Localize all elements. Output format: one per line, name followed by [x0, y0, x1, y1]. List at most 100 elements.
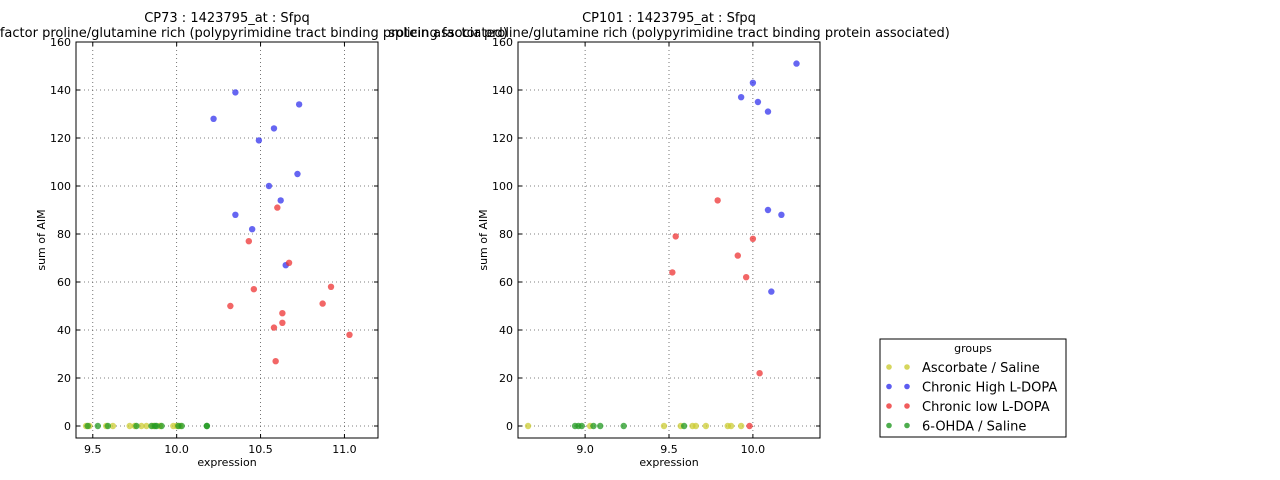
data-point	[620, 422, 627, 430]
y-tick-label: 0	[64, 420, 71, 433]
y-tick-label: 160	[50, 36, 71, 49]
legend-marker	[904, 403, 910, 409]
data-point	[680, 422, 688, 430]
chart-subtitle: splicing factor proline/glutamine rich (…	[0, 26, 508, 41]
data-point	[158, 422, 165, 430]
data-point	[126, 422, 133, 430]
data-point	[248, 226, 256, 233]
data-point	[138, 422, 145, 430]
data-point	[778, 211, 785, 218]
data-point	[210, 115, 217, 123]
y-tick-label: 80	[57, 228, 71, 241]
chart-title: CP73 : 1423795_at : Sfpq	[144, 11, 310, 26]
data-points	[524, 60, 800, 430]
data-point	[742, 274, 750, 281]
data-point	[227, 302, 234, 310]
data-point	[232, 89, 239, 96]
chart-title: CP101 : 1423795_at : Sfpq	[582, 11, 756, 26]
data-point	[279, 319, 286, 326]
y-tick-label: 80	[499, 228, 513, 241]
data-point	[270, 324, 278, 331]
x-ticks: 9.5 10.0 10.5 11.0	[84, 42, 357, 456]
data-point	[295, 101, 303, 108]
data-point	[84, 422, 91, 430]
data-point	[714, 197, 721, 204]
x-axis-label: expression	[639, 456, 698, 469]
data-point	[255, 137, 263, 144]
x-tick-label: 9.0	[576, 443, 594, 456]
data-point	[660, 422, 668, 430]
data-point	[270, 125, 278, 132]
data-point	[272, 358, 279, 365]
y-tick-label: 100	[492, 180, 513, 193]
legend-marker	[886, 383, 892, 390]
data-point	[232, 211, 239, 218]
data-point	[768, 288, 775, 295]
y-tick-label: 20	[57, 372, 71, 385]
y-tick-label: 60	[499, 276, 513, 289]
data-point	[327, 283, 335, 290]
data-point	[245, 238, 253, 245]
scatter-panel-cp73: CP73 : 1423795_at : Sfpq splicing factor…	[0, 11, 508, 469]
y-tick-label: 140	[50, 84, 71, 97]
legend-marker	[904, 364, 910, 370]
legend-label: 6-OHDA / Saline	[922, 420, 1026, 435]
y-tick-label: 20	[499, 372, 513, 385]
data-point	[754, 98, 762, 106]
data-point	[578, 422, 585, 430]
data-point	[319, 300, 326, 307]
chart-subtitle: splicing factor proline/glutamine rich (…	[388, 26, 950, 41]
y-tick-label: 60	[57, 276, 71, 289]
data-point	[734, 252, 741, 259]
legend-marker	[886, 403, 892, 409]
data-point	[346, 331, 353, 338]
legend-title: groups	[954, 342, 992, 355]
y-ticks: 0 20 40 60 80 100 120 140 160	[492, 36, 820, 433]
y-tick-label: 40	[499, 324, 513, 337]
data-point	[727, 422, 735, 430]
y-axis-label: sum of AIM	[477, 209, 490, 270]
legend-label: Chronic High L-DOPA	[922, 381, 1057, 396]
data-point	[590, 422, 597, 430]
data-point	[94, 422, 102, 430]
legend-marker	[886, 364, 892, 370]
x-tick-label: 10.0	[164, 443, 189, 456]
scatter-panel-cp101: CP101 : 1423795_at : Sfpq splicing facto…	[388, 11, 950, 469]
data-point	[178, 422, 185, 430]
y-tick-label: 100	[50, 180, 71, 193]
data-point	[692, 422, 700, 430]
y-tick-label: 120	[50, 132, 71, 145]
legend-frame	[879, 338, 1067, 438]
legend: groups Ascorbate / Saline Chronic High L-…	[879, 338, 1067, 438]
legend-marker	[904, 383, 910, 390]
data-point	[764, 108, 772, 115]
data-point	[669, 269, 676, 276]
legend-label: Chronic low L-DOPA	[922, 400, 1050, 415]
data-point	[749, 79, 757, 87]
x-tick-label: 9.5	[84, 443, 102, 456]
data-point	[250, 286, 258, 293]
x-axis-label: expression	[197, 456, 256, 469]
grid	[76, 41, 378, 438]
y-tick-label: 160	[492, 36, 513, 49]
data-point	[133, 422, 140, 430]
data-point	[277, 197, 284, 204]
y-axis-label: sum of AIM	[35, 209, 48, 270]
x-tick-label: 10.0	[741, 443, 766, 456]
x-tick-label: 9.5	[660, 443, 678, 456]
data-point	[143, 422, 150, 430]
data-point	[279, 310, 286, 317]
data-point	[737, 422, 745, 430]
legend-marker	[886, 422, 892, 429]
data-points	[82, 89, 353, 430]
data-point	[524, 422, 532, 430]
data-point	[746, 422, 753, 430]
data-point	[109, 422, 117, 430]
y-tick-label: 40	[57, 324, 71, 337]
y-ticks: 0 20 40 60 80 100 120 140 160	[50, 36, 378, 433]
legend-label: Ascorbate / Saline	[922, 361, 1040, 376]
data-point	[104, 422, 112, 430]
data-point	[764, 206, 772, 214]
legend-marker	[904, 422, 910, 429]
